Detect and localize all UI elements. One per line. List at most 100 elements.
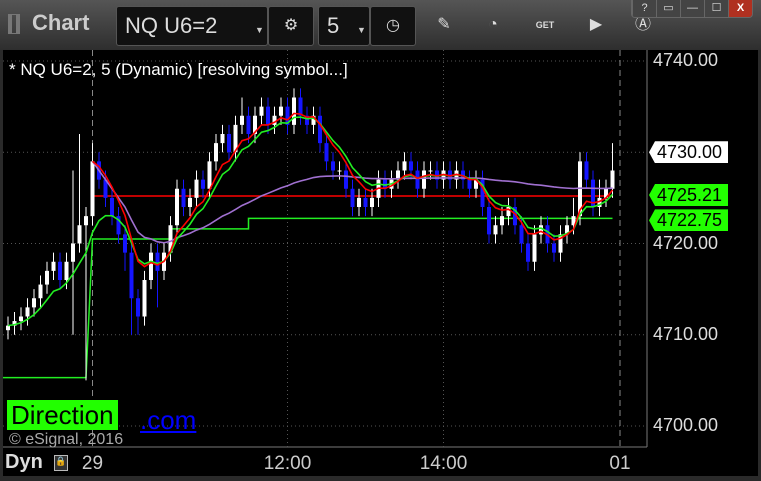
candle-body — [233, 124, 238, 153]
candle-body — [597, 197, 602, 207]
symbol-value: NQ U6=2 — [125, 13, 218, 38]
window-controls: ? ▭ — ☐ X — [631, 0, 753, 18]
candle-body — [552, 243, 556, 253]
candle-body — [350, 188, 355, 207]
candle-body — [6, 325, 10, 331]
candle-body — [84, 216, 88, 226]
candle-body — [396, 170, 400, 180]
candle-body — [240, 115, 244, 125]
candle-body — [129, 252, 134, 299]
candle-body — [259, 106, 264, 116]
candle-body — [38, 284, 43, 299]
candle-body — [116, 216, 121, 235]
candle-body — [12, 321, 17, 326]
candle-body — [25, 307, 30, 317]
mode-label[interactable]: Dyn — [5, 451, 43, 473]
candle-body — [610, 170, 615, 189]
candle-body — [194, 179, 199, 198]
candle-body — [357, 197, 361, 207]
title-bar: Chart NQ U6=2 ▼ ⚙ 5 ▼ ◷ ✎ ◔ GET ▶ Ⓐ ? ▭ … — [0, 0, 761, 50]
candle-body — [168, 225, 173, 253]
time-tick-label: 12:00 — [263, 453, 312, 474]
candle-body — [51, 261, 56, 271]
candle-body — [526, 243, 530, 262]
candle-body — [344, 170, 348, 189]
maximize-button[interactable]: ☐ — [704, 0, 728, 17]
time-tick-label: 29 — [81, 453, 104, 474]
candle-body — [149, 252, 153, 280]
candle-body — [435, 170, 439, 180]
candle-body — [506, 207, 511, 217]
candle-body — [604, 188, 608, 198]
candle-body — [220, 134, 225, 144]
price-tick-label: 4700.00 — [653, 415, 719, 435]
candle-body — [272, 115, 277, 125]
candle-body — [474, 179, 478, 189]
candle-body — [467, 179, 472, 189]
candle-body — [591, 179, 595, 207]
interval-selector[interactable]: 5 ▼ — [318, 6, 370, 46]
candle-body — [415, 170, 420, 189]
candle-body — [292, 97, 296, 125]
candle-body — [487, 207, 491, 235]
price-tick-label: 4720.00 — [653, 232, 719, 253]
play-icon[interactable]: ▶ — [589, 16, 603, 33]
green-ma-line — [7, 116, 614, 327]
chart-style-icon[interactable]: ◔ — [488, 16, 498, 33]
direction-link[interactable]: .com — [140, 405, 197, 435]
candle-body — [142, 280, 147, 317]
chart-area[interactable]: * NQ U6=2, 5 (Dynamic) [resolving symbol… — [3, 50, 758, 476]
symbol-settings-button[interactable]: ⚙ — [268, 6, 314, 46]
gear-icon: ⚙ — [283, 17, 299, 34]
candle-body — [513, 207, 517, 226]
candle-body — [110, 197, 114, 217]
candle-body — [493, 225, 498, 235]
candle-body — [285, 106, 290, 125]
candle-body — [207, 161, 212, 189]
candle-body — [311, 115, 316, 125]
candle-body — [103, 179, 108, 198]
candle-body — [214, 143, 218, 162]
interval-value: 5 — [327, 13, 340, 38]
close-button[interactable]: X — [728, 0, 752, 17]
candle-body — [565, 225, 569, 235]
candle-body — [318, 115, 322, 144]
candle-body — [337, 170, 342, 172]
candle-body — [77, 225, 82, 244]
candle-body — [227, 134, 231, 153]
candle-body — [90, 161, 95, 217]
candle-body — [279, 106, 283, 116]
candle-body — [532, 234, 537, 262]
window-title: Chart — [32, 10, 90, 35]
candle-body — [584, 161, 589, 180]
price-tag: 4722.75 — [649, 209, 729, 232]
price-tick-label: 4740.00 — [653, 50, 719, 70]
candle-body — [64, 261, 69, 280]
candle-body — [370, 197, 374, 207]
price-tick-label: 4710.00 — [653, 323, 719, 344]
drag-grip-icon[interactable] — [8, 14, 20, 34]
symbol-selector[interactable]: NQ U6=2 ▼ — [116, 6, 268, 46]
price-chart[interactable] — [3, 50, 758, 476]
candle-body — [571, 216, 576, 226]
minimize-button[interactable]: — — [680, 0, 704, 17]
candle-body — [181, 188, 186, 207]
candle-body — [71, 243, 75, 262]
link-button[interactable]: ▭ — [656, 0, 680, 17]
candle-body — [480, 179, 485, 207]
pencil-icon[interactable]: ✎ — [437, 16, 451, 33]
alert-icon[interactable]: Ⓐ — [634, 16, 651, 33]
candle-body — [539, 225, 543, 235]
candle-body — [58, 261, 62, 280]
candle-body — [136, 298, 140, 317]
get-icon[interactable]: GET — [535, 20, 555, 30]
help-button[interactable]: ? — [632, 0, 656, 17]
candle-body — [558, 234, 563, 253]
chart-legend: * NQ U6=2, 5 (Dynamic) [resolving symbol… — [9, 60, 348, 79]
lock-icon[interactable]: 🔒 — [54, 455, 68, 471]
candle-body — [188, 197, 192, 207]
candle-body — [422, 170, 426, 189]
time-settings-button[interactable]: ◷ — [370, 6, 416, 46]
clock-icon: ◷ — [386, 17, 400, 34]
candle-body — [428, 170, 433, 172]
